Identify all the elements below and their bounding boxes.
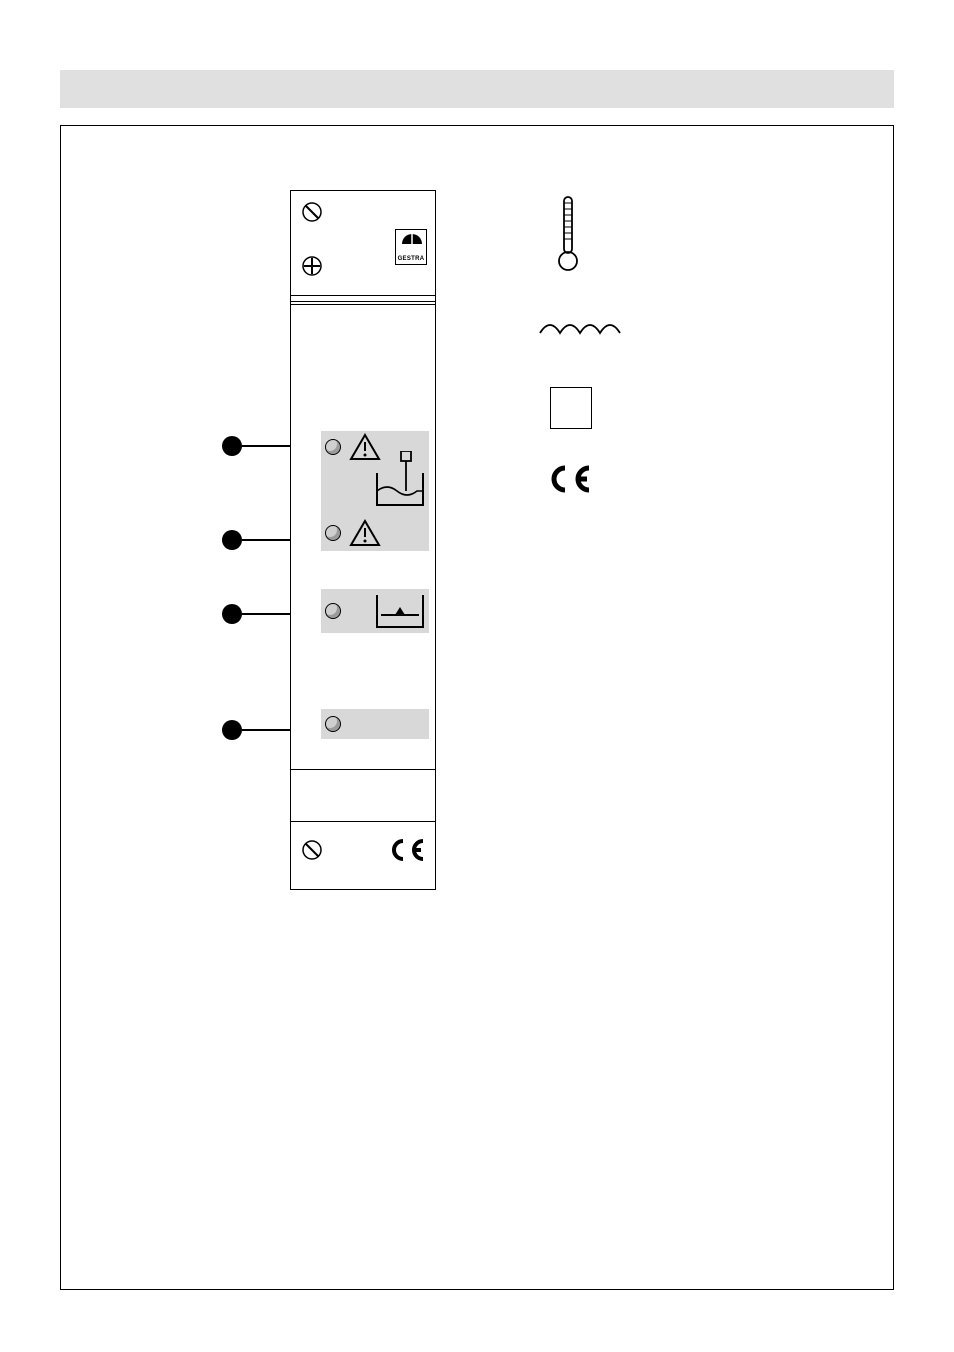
panel-power [321, 709, 429, 739]
low-level-icon [375, 593, 425, 629]
device-divider-bottom-1 [291, 769, 435, 770]
warning-icon-2 [349, 519, 381, 547]
brand-logo-text: GESTRA [398, 256, 425, 264]
callout-dot-1 [222, 436, 242, 456]
device-module: GESTRA [290, 190, 436, 890]
thermometer-icon [556, 195, 580, 273]
panel-low-level [321, 589, 429, 633]
screw-cross-icon [301, 255, 323, 277]
led-1 [325, 439, 341, 455]
callout-dot-2 [222, 530, 242, 550]
led-2 [325, 525, 341, 541]
screw-slot-icon-bottom [301, 839, 323, 861]
header-bar [60, 70, 894, 108]
led-3 [325, 603, 341, 619]
callout-dot-3 [222, 604, 242, 624]
ce-mark-icon [546, 463, 594, 495]
callout-dot-4 [222, 720, 242, 740]
figure-frame [60, 125, 894, 1290]
led-4 [325, 716, 341, 732]
panel-alarm-level [321, 431, 429, 551]
device-divider-hatch [291, 301, 435, 307]
device-divider-top [291, 295, 435, 296]
brand-logo: GESTRA [395, 229, 427, 265]
device-divider-bottom-2 [291, 821, 435, 822]
ce-mark-device-icon [387, 837, 427, 863]
probe-vessel-icon [375, 451, 425, 507]
blank-box-icon [550, 387, 592, 429]
wave-icon [538, 315, 628, 337]
screw-slot-icon [301, 201, 323, 223]
logo-arc-icon [401, 233, 423, 255]
